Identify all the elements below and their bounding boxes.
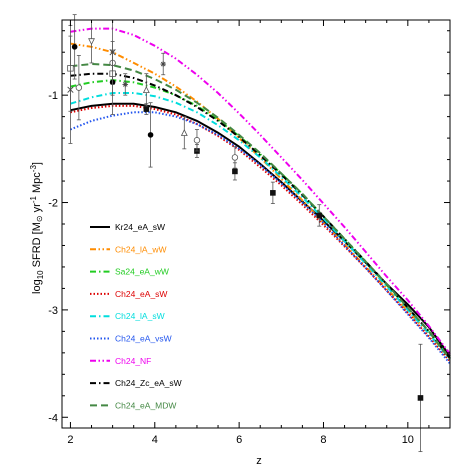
data-point-6: [270, 181, 276, 205]
y-label-rest: SFRD [M: [31, 222, 43, 270]
data-point-15: [180, 116, 188, 150]
series-line-8: [70, 62, 451, 360]
legend-label: Sa24_eA_wW: [115, 267, 169, 277]
data-point-12: [231, 146, 239, 169]
legend-label: Ch24_eA_sW: [115, 289, 167, 299]
data-point-2: [147, 102, 154, 168]
legend-label: Ch24_Zc_eA_sW: [115, 378, 182, 388]
y-axis-label: log10 SFRD [M⊙ yr-1 Mpc-3]: [29, 162, 45, 294]
x-tick-label: 8: [320, 434, 326, 446]
y-label-yr: yr: [31, 203, 43, 216]
series-layer: [70, 27, 451, 365]
legend-item-7: Ch24_Zc_eA_sW: [90, 378, 182, 388]
legend-item-0: Kr24_eA_sW: [90, 222, 165, 232]
y-label-yr-exp: -1: [29, 196, 38, 204]
x-tick-label: 10: [402, 434, 414, 446]
legend-item-1: Ch24_lA_wW: [90, 244, 167, 254]
data-point-11: [193, 129, 201, 152]
data-point-18: [160, 52, 167, 76]
y-tick-label: -1: [48, 90, 58, 102]
y-label-log: log: [31, 279, 43, 294]
legend: Kr24_eA_sW Ch24_lA_wW Sa24_eA_wW Ch24_eA_sW…: [90, 222, 182, 410]
data-point-16: [142, 73, 150, 107]
series-line-3: [70, 104, 451, 363]
y-label-close: ]: [31, 162, 43, 165]
y-label-mpc-exp: -3: [29, 165, 38, 173]
legend-label: Kr24_eA_sW: [115, 222, 165, 232]
data-point-19: [122, 73, 129, 96]
data-point-17: [88, 19, 95, 64]
series-line-5: [70, 111, 451, 365]
observations-layer: [67, 14, 424, 453]
legend-item-6: Ch24_NF: [90, 356, 151, 366]
legend-item-3: Ch24_eA_sW: [90, 289, 167, 299]
legend-item-5: Ch24_eA_vsW: [90, 334, 172, 344]
y-tick-label: -2: [48, 198, 58, 210]
legend-label: Ch24_eA_vsW: [115, 334, 172, 344]
x-tick-label: 4: [152, 434, 158, 446]
series-line-1: [70, 42, 451, 359]
y-tick-label: -4: [48, 412, 58, 424]
legend-item-2: Sa24_eA_wW: [90, 267, 169, 277]
x-tick-label: 6: [236, 434, 242, 446]
ticks-layer: 2 4 6 8 10 -4 -3 -2 -1: [48, 20, 451, 446]
legend-label: Ch24_NF: [115, 356, 151, 366]
data-point-0: [71, 14, 78, 80]
x-tick-label: 2: [67, 434, 73, 446]
legend-label: Ch24_lA_wW: [115, 244, 167, 254]
data-point-8: [417, 343, 424, 453]
legend-label: Ch24_lA_sW: [115, 311, 165, 321]
series-line-6: [70, 27, 451, 355]
y-label-mpc: Mpc: [31, 172, 43, 196]
data-point-9: [75, 55, 83, 121]
legend-label: Ch24_eA_MDW: [115, 400, 176, 410]
y-label-sub: 10: [36, 270, 45, 279]
data-point-21: [109, 19, 116, 85]
y-label-sun: ⊙: [35, 215, 44, 222]
legend-item-8: Ch24_eA_MDW: [90, 400, 176, 410]
legend-item-4: Ch24_lA_sW: [90, 311, 165, 321]
x-axis-label: z: [256, 455, 262, 467]
data-point-7: [316, 204, 323, 227]
data-point-20: [67, 35, 74, 144]
y-tick-label: -3: [48, 305, 58, 317]
